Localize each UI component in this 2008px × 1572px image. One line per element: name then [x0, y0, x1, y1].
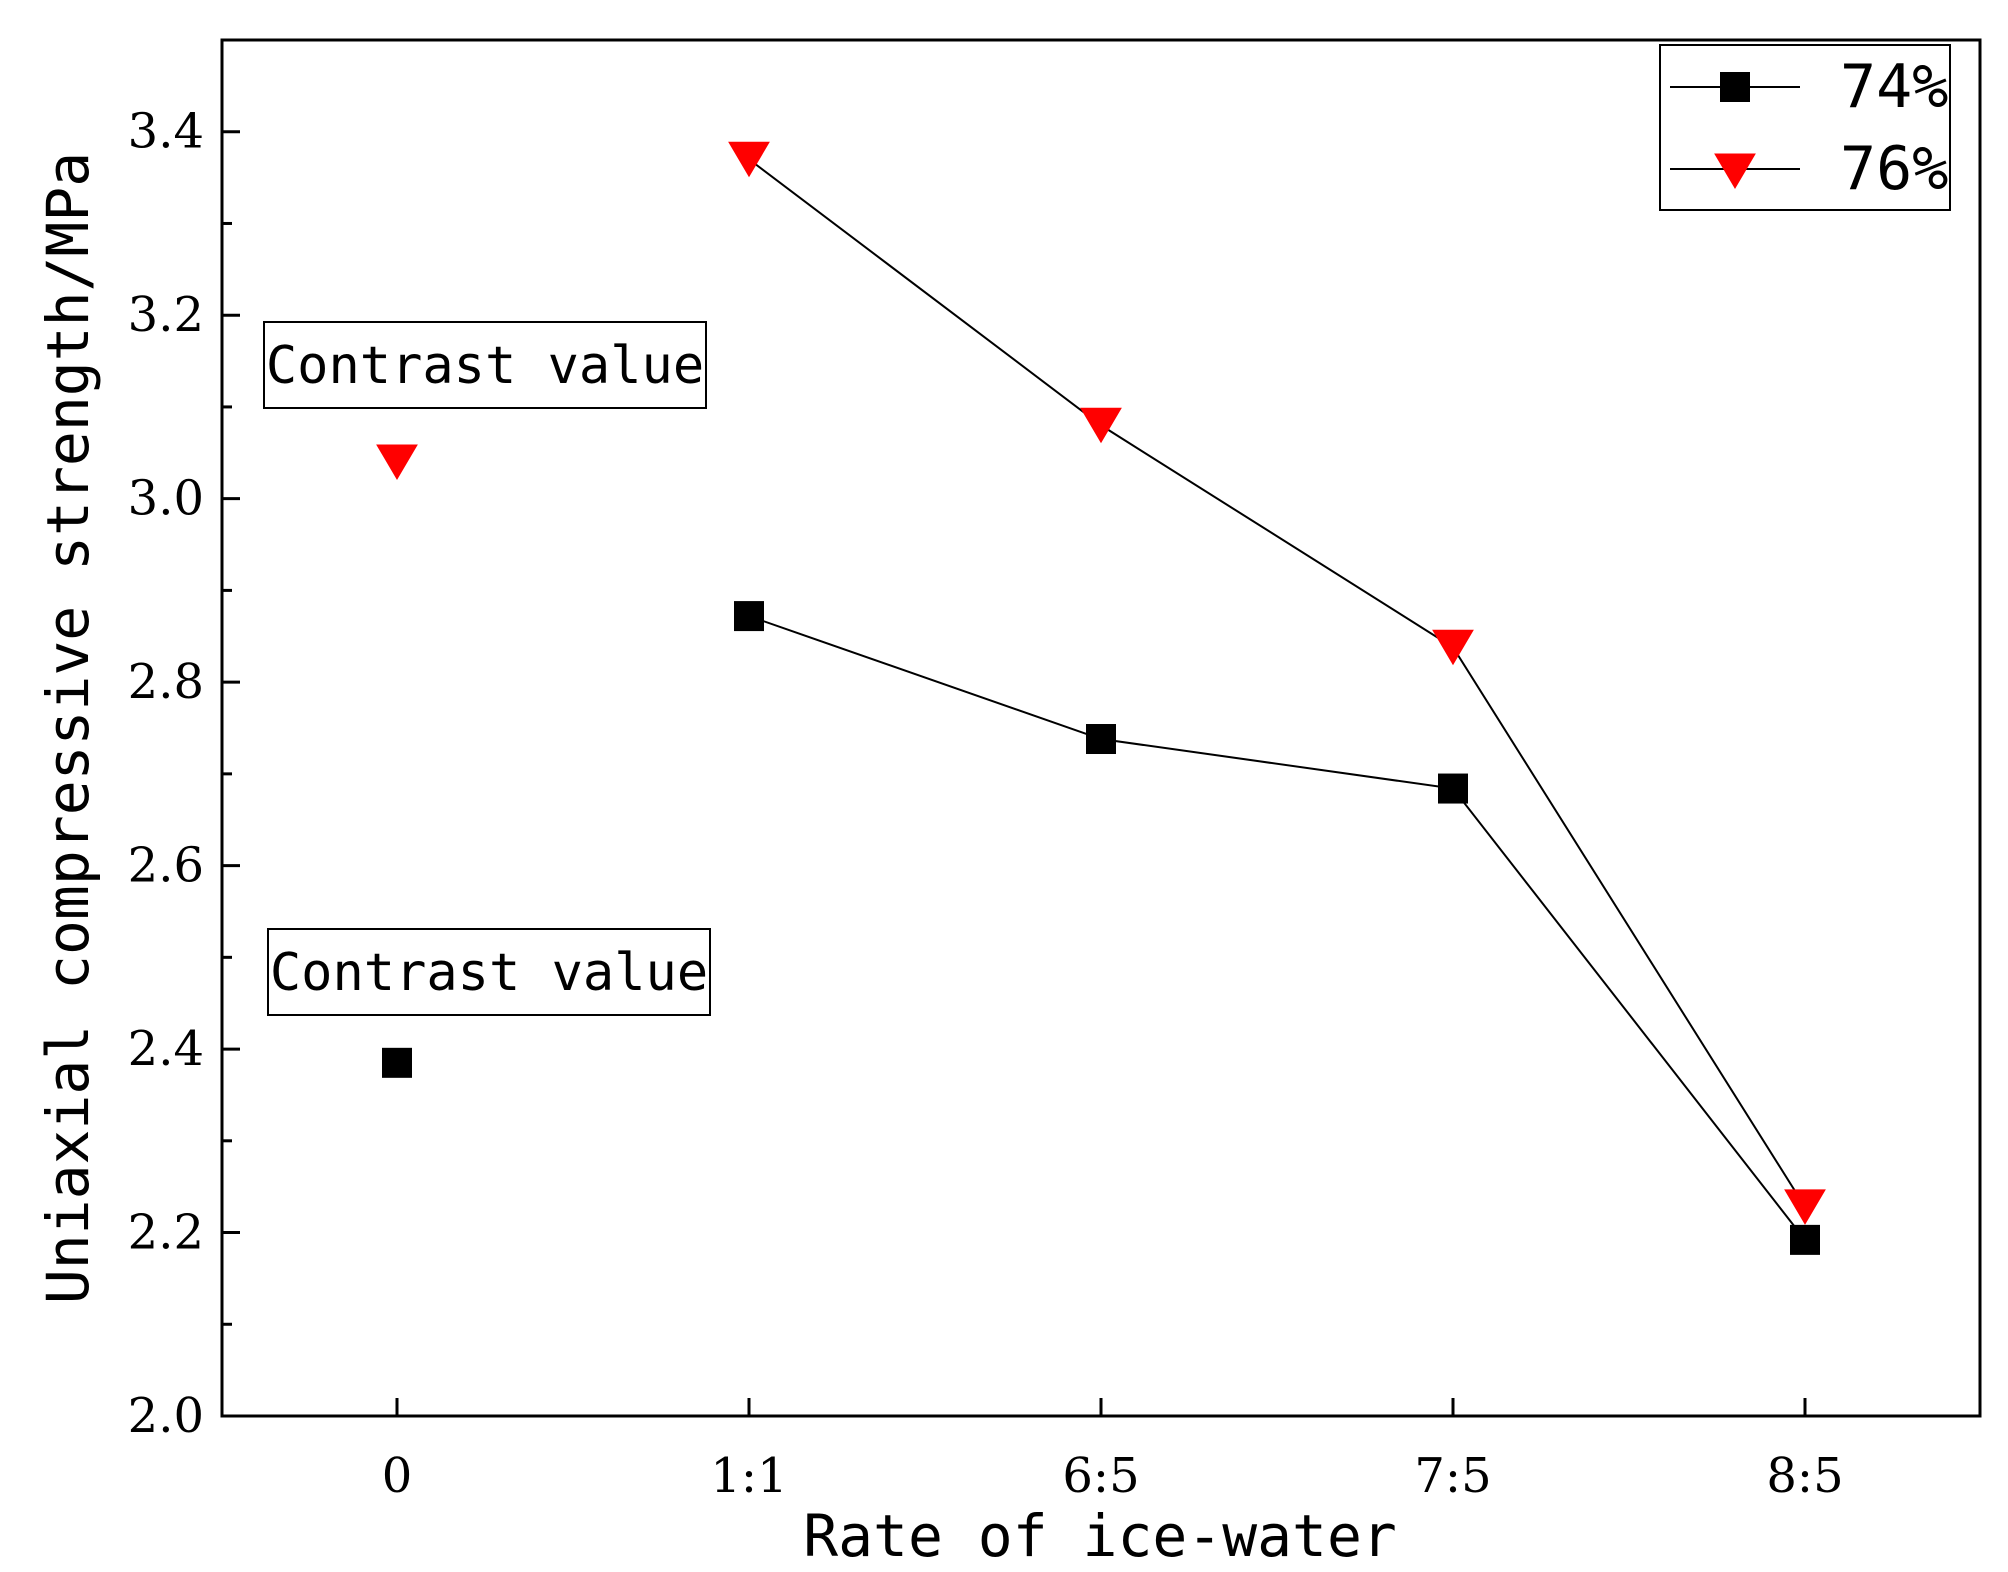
series-line-74% [748, 615, 1806, 1241]
x-tick-label: 8:5 [1766, 1448, 1843, 1504]
data-point-76%-0 [376, 444, 418, 480]
annotation-text: Contrast value [266, 336, 704, 396]
y-axis-title: Uniaxial compressive strength/MPa [34, 152, 102, 1304]
y-tick-label: 2.6 [128, 838, 204, 894]
annotation-box: Contrast value [263, 321, 707, 409]
x-tick-label: 0 [382, 1448, 413, 1504]
data-point-76%-8:5 [1784, 1189, 1826, 1225]
y-tick-label: 2.2 [128, 1205, 204, 1261]
y-tick-label: 3.2 [128, 287, 204, 343]
series-line-76% [748, 158, 1806, 1208]
y-tick-label: 3.4 [128, 104, 204, 160]
x-tick-label: 6:5 [1062, 1448, 1139, 1504]
legend-box [1659, 44, 1951, 211]
legend-marker-74% [1720, 72, 1750, 102]
x-tick-label: 1:1 [710, 1448, 787, 1504]
data-point-76%-6:5 [1080, 407, 1122, 444]
data-point-74%-6:5 [1086, 724, 1116, 755]
data-point-76%-7:5 [1432, 629, 1474, 666]
y-tick-label: 2.4 [128, 1021, 204, 1077]
legend-marker-76% [1714, 153, 1756, 189]
x-tick-label: 7:5 [1414, 1448, 1491, 1504]
y-tick-label: 2.0 [128, 1388, 204, 1444]
x-axis-title: Rate of ice-water [803, 1502, 1397, 1570]
annotation-box: Contrast value [267, 928, 711, 1016]
y-tick-label: 2.8 [128, 654, 204, 710]
data-point-74%-0 [382, 1047, 412, 1078]
annotation-frame [267, 928, 711, 1016]
data-point-74%-8:5 [1790, 1224, 1820, 1255]
annotation-text: Contrast value [270, 943, 708, 1003]
legend-label: 74% [1840, 52, 1948, 122]
annotation-frame [263, 321, 707, 409]
y-tick-label: 3.0 [128, 471, 204, 527]
data-point-76%-1:1 [728, 141, 770, 178]
legend-label: 76% [1840, 134, 1948, 204]
data-point-74%-7:5 [1438, 773, 1468, 804]
data-point-74%-1:1 [734, 601, 764, 632]
